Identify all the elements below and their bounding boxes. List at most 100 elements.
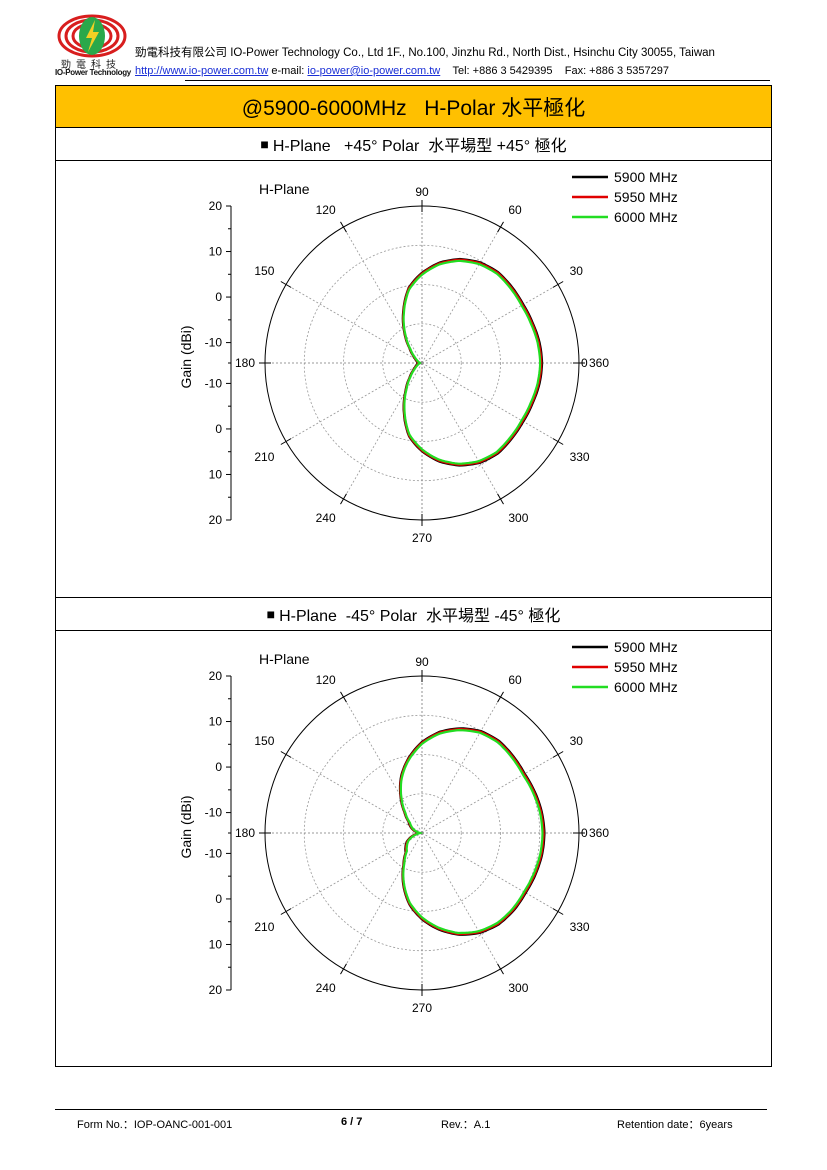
radial-tick-label: 0 — [215, 422, 222, 436]
angle-label: 270 — [412, 1001, 432, 1015]
retention-date: Retention date：6years — [617, 1119, 733, 1131]
legend-label: 5900 MHz — [614, 639, 678, 655]
revision: Rev.：A.1 — [441, 1119, 491, 1131]
radial-tick-label: -10 — [205, 806, 223, 820]
radial-tick-label: 20 — [209, 513, 223, 527]
angle-label: 360 — [589, 356, 609, 370]
logo-chinese-text: 勁電科技 — [61, 60, 121, 71]
angle-label: 120 — [316, 673, 336, 687]
radial-tick-label: 20 — [209, 199, 223, 213]
tel-text: Tel: +886 3 5429395 — [452, 65, 553, 77]
page-title: @5900-6000MHz H-Polar 水平極化 — [56, 86, 771, 128]
angle-label: 180 — [235, 356, 255, 370]
angle-tick — [280, 438, 292, 445]
grid-spoke — [421, 284, 559, 364]
angle-label: 60 — [508, 203, 522, 217]
angle-label: 30 — [570, 734, 584, 748]
grid-spoke — [421, 696, 501, 834]
page-title-text: @5900-6000MHz H-Polar 水平極化 — [241, 96, 586, 120]
angle-label: 90 — [415, 185, 429, 199]
report-frame: @5900-6000MHz H-Polar 水平極化 ■ H-Plane +45… — [55, 85, 772, 1067]
grid-spoke — [285, 284, 423, 364]
angle-tick — [280, 751, 292, 758]
radial-tick-label: 0 — [215, 760, 222, 774]
y-axis-label: Gain (dBi) — [178, 795, 194, 858]
angle-tick — [340, 963, 347, 975]
logo-english-text: IO-Power Technology — [55, 68, 131, 77]
angle-label: 210 — [254, 450, 274, 464]
header-divider — [185, 80, 770, 81]
angle-tick — [340, 691, 347, 703]
grid-spoke — [421, 754, 559, 834]
angle-tick — [552, 438, 564, 445]
angle-tick — [497, 963, 504, 975]
angle-tick — [497, 221, 504, 233]
angle-label: 60 — [508, 673, 522, 687]
logo-emblem-icon — [57, 14, 127, 58]
section-heading-minus45: ■ H-Plane -45° Polar 水平場型 -45° 極化 — [56, 598, 771, 631]
angle-label: 240 — [316, 511, 336, 525]
radial-tick-label: 10 — [209, 245, 223, 259]
grid-spoke — [421, 832, 501, 970]
section-heading-plus45: ■ H-Plane +45° Polar 水平場型 +45° 極化 — [56, 128, 771, 161]
angle-label: 180 — [235, 826, 255, 840]
angle-tick — [497, 691, 504, 703]
radial-tick-label: 20 — [209, 669, 223, 683]
radial-tick-label: 10 — [209, 937, 223, 951]
radial-tick-label: 0 — [215, 892, 222, 906]
angle-label: 300 — [508, 511, 528, 525]
angle-tick — [552, 908, 564, 915]
legend-label: 5950 MHz — [614, 189, 678, 205]
angle-tick — [552, 751, 564, 758]
section-marker-icon: ■ — [260, 136, 269, 152]
polar-chart-plus45: 0 30 60 90 120 150 180 210 240 270 300 330 360 20 10 0 -… — [178, 169, 678, 545]
legend-label: 6000 MHz — [614, 209, 678, 225]
company-address: 勁電科技有限公司 IO-Power Technology Co., Ltd 1F… — [135, 47, 715, 59]
angle-label: 360 — [589, 826, 609, 840]
grid-circle — [343, 284, 501, 442]
y-axis-label: Gain (dBi) — [178, 325, 194, 388]
angle-label: 0 — [581, 826, 588, 840]
angle-tick — [497, 493, 504, 505]
email-link[interactable]: io-power@io-power.com.tw — [307, 65, 441, 77]
angle-label: 330 — [570, 450, 590, 464]
page-footer: Form No.：IOP-OANC-001-001 6 / 7 Rev.：A.1… — [55, 1109, 767, 1134]
email-label: e-mail: — [271, 65, 305, 77]
chart-title: H-Plane — [259, 181, 310, 197]
grid-spoke — [421, 226, 501, 364]
radial-tick-label: -10 — [205, 336, 223, 350]
angle-label: 270 — [412, 531, 432, 545]
angle-label: 120 — [316, 203, 336, 217]
grid-spoke — [421, 362, 501, 500]
contact-line: http://www.io-power.com.tw e-mail: io-po… — [135, 65, 669, 77]
radial-tick-label: 20 — [209, 983, 223, 997]
angle-label: 240 — [316, 981, 336, 995]
angle-label: 150 — [254, 264, 274, 278]
section-marker-icon: ■ — [266, 606, 276, 622]
chart-area-minus45: 0 30 60 90 120 150 180 210 240 270 300 330 360 20 10 0 -… — [56, 631, 771, 1069]
polar-chart-minus45: 0 30 60 90 120 150 180 210 240 270 300 330 360 20 10 0 -… — [178, 639, 678, 1015]
chart-title: H-Plane — [259, 651, 310, 667]
form-number: Form No.：IOP-OANC-001-001 — [77, 1119, 233, 1131]
radial-tick-label: -10 — [205, 376, 223, 390]
section-heading-text: H-Plane -45° Polar 水平場型 -45° 極化 — [279, 608, 561, 625]
fax-text: Fax: +886 3 5357297 — [564, 65, 670, 77]
angle-label: 300 — [508, 981, 528, 995]
company-logo: 勁電科技 IO-Power Technology — [55, 14, 131, 80]
page-header: 勁電科技 IO-Power Technology 勁電科技有限公司 IO-Pow… — [55, 14, 770, 84]
series-line-6000-mhz — [402, 259, 542, 465]
angle-tick — [340, 221, 347, 233]
grid-circle — [382, 323, 462, 403]
legend-label: 5900 MHz — [614, 169, 678, 185]
legend-label: 5950 MHz — [614, 659, 678, 675]
grid-circle — [343, 754, 501, 912]
angle-tick — [552, 281, 564, 288]
angle-tick — [280, 908, 292, 915]
radial-tick-label: 0 — [215, 290, 222, 304]
angle-tick — [340, 493, 347, 505]
series-line-6000-mhz — [399, 728, 544, 935]
angle-label: 210 — [254, 920, 274, 934]
chart-area-plus45: 0 30 60 90 120 150 180 210 240 270 300 330 360 20 10 0 -… — [56, 161, 771, 598]
grid-circle — [382, 793, 462, 873]
website-link[interactable]: http://www.io-power.com.tw — [135, 65, 269, 77]
